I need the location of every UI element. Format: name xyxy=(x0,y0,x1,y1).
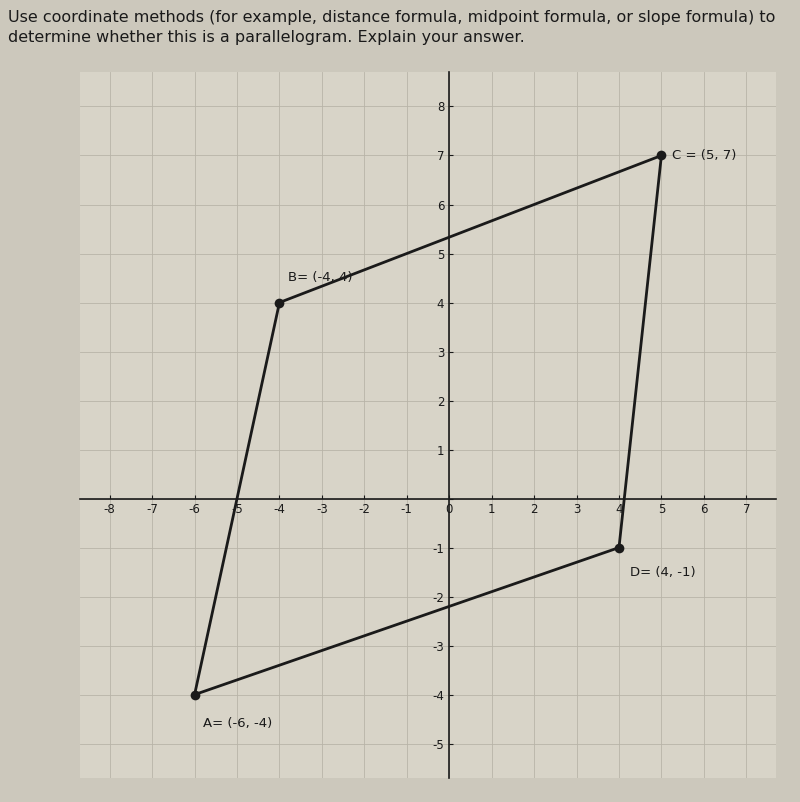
Text: B= (-4, 4): B= (-4, 4) xyxy=(288,271,353,284)
Text: Use coordinate methods (for example, distance formula, midpoint formula, or slop: Use coordinate methods (for example, dis… xyxy=(8,10,775,25)
Text: A= (-6, -4): A= (-6, -4) xyxy=(203,717,272,730)
Text: D= (4, -1): D= (4, -1) xyxy=(630,566,695,579)
Text: C = (5, 7): C = (5, 7) xyxy=(672,149,736,162)
Text: determine whether this is a parallelogram. Explain your answer.: determine whether this is a parallelogra… xyxy=(8,30,525,45)
